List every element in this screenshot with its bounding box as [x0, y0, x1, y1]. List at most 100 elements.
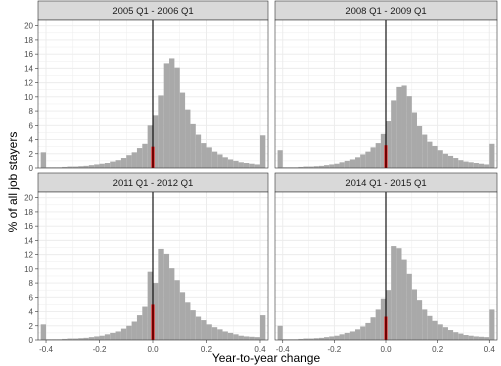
histogram-bar: [489, 309, 495, 340]
y-tick-label: 10: [24, 93, 33, 102]
histogram-bar: [56, 339, 63, 340]
histogram-bar: [308, 338, 314, 340]
histogram-bar: [78, 338, 84, 340]
histogram-bar: [249, 163, 255, 168]
histogram-bar: [104, 334, 111, 340]
histogram-bar: [142, 306, 148, 340]
histogram-bar: [206, 324, 212, 340]
histogram-bar: [370, 317, 376, 340]
y-tick-label: 14: [24, 236, 33, 245]
x-axis-title: Year-to-year change: [212, 351, 321, 365]
histogram-bar: [110, 161, 116, 168]
histogram-bar: [174, 280, 180, 340]
histogram-bar: [99, 335, 105, 340]
histogram-bar: [88, 337, 95, 340]
histogram-bar: [437, 324, 443, 340]
x-tick-label: 0.2: [432, 345, 444, 354]
x-tick-label: -0.2: [93, 345, 107, 354]
histogram-bar: [195, 316, 202, 340]
histogram-bar: [67, 166, 73, 168]
y-tick-label: 8: [29, 107, 34, 116]
histogram-bar: [401, 85, 407, 168]
histogram-bar: [243, 336, 250, 340]
histogram-bar: [179, 292, 186, 340]
histogram-bar: [303, 166, 309, 168]
histogram-bar: [396, 86, 402, 168]
histogram-bar: [349, 159, 356, 168]
histogram-bar: [411, 112, 417, 168]
histogram-bar: [211, 327, 218, 340]
histogram-bar: [287, 167, 294, 168]
histogram-bars: [277, 246, 495, 340]
histogram-bar: [478, 163, 485, 168]
histogram-bar: [99, 163, 105, 168]
histogram-bar: [217, 154, 223, 168]
histogram-bar: [365, 151, 371, 168]
y-tick-label: 20: [24, 194, 33, 203]
facet-panel-1: 2005 Q1 - 2006 Q1 0 2 4 6 8 10 12 14 16 18 20: [24, 0, 269, 173]
histogram-bar: [94, 164, 100, 168]
histogram-bar: [416, 126, 423, 168]
x-tick-label: 0.4: [254, 345, 266, 354]
facet-title: 2014 Q1 - 2015 Q1: [345, 178, 426, 189]
histogram-bar: [329, 336, 335, 340]
histogram-bar: [484, 337, 490, 340]
histogram-bar: [72, 338, 79, 340]
histogram-bar: [308, 166, 314, 168]
histogram-bar: [227, 159, 234, 168]
histogram-bar: [46, 167, 52, 168]
histogram-bar: [174, 67, 180, 168]
histogram-bar: [427, 141, 433, 168]
histogram-bar: [344, 332, 350, 340]
facet-panel-3: 2011 Q1 - 2012 Q1 0 2 4 6 8 10 12 14 16 18 20 -0.4 -0…: [24, 172, 269, 354]
histogram-bar: [370, 147, 376, 168]
histogram-bar: [83, 337, 89, 340]
histogram-bar: [468, 162, 474, 168]
histogram-bar: [380, 298, 386, 340]
y-tick-label: 0: [29, 336, 34, 345]
histogram-bar: [360, 154, 366, 168]
x-tick-label: -0.4: [276, 345, 290, 354]
histogram-bar: [120, 328, 127, 340]
histogram-bar: [147, 125, 153, 168]
histogram-bar: [163, 253, 170, 340]
histogram-bar: [158, 95, 164, 168]
histogram-bar: [411, 289, 417, 340]
histogram-bars: [40, 58, 266, 168]
histogram-bar: [206, 147, 212, 168]
panel-border: [274, 19, 498, 169]
histogram-bar: [344, 160, 350, 168]
y-tick-label: 12: [24, 251, 33, 260]
histogram-bar: [339, 334, 345, 340]
histogram-bar: [386, 290, 392, 340]
histogram-bar: [473, 336, 479, 340]
histogram-bar: [131, 152, 137, 168]
y-tick-label: 4: [29, 308, 34, 317]
histogram-bar: [104, 163, 111, 168]
histogram-bar: [303, 338, 309, 340]
histogram-bar: [62, 338, 68, 340]
histogram-bar: [163, 63, 170, 168]
histogram-bar: [391, 100, 397, 168]
histogram-bar: [293, 167, 299, 168]
histogram-bar: [355, 329, 361, 340]
y-tick-label: 4: [29, 136, 34, 145]
histogram-bar: [478, 336, 485, 340]
histogram-bar: [238, 162, 244, 168]
histogram-bar: [185, 302, 191, 340]
histogram-bar: [254, 337, 260, 340]
x-tick-label: 0.0: [380, 345, 392, 354]
histogram-bar: [110, 332, 116, 340]
histogram-bar: [56, 167, 63, 168]
histogram-bars: [277, 85, 495, 168]
histogram-bar: [375, 143, 381, 168]
x-tick-label: 0.2: [201, 345, 213, 354]
facet-title: 2005 Q1 - 2006 Q1: [112, 6, 193, 17]
histogram-bar: [153, 115, 159, 168]
histogram-bar: [406, 273, 412, 340]
histogram-bar: [211, 151, 218, 168]
histogram-bar: [313, 166, 319, 168]
histogram-bar: [217, 329, 223, 340]
histogram-bar: [88, 165, 95, 168]
